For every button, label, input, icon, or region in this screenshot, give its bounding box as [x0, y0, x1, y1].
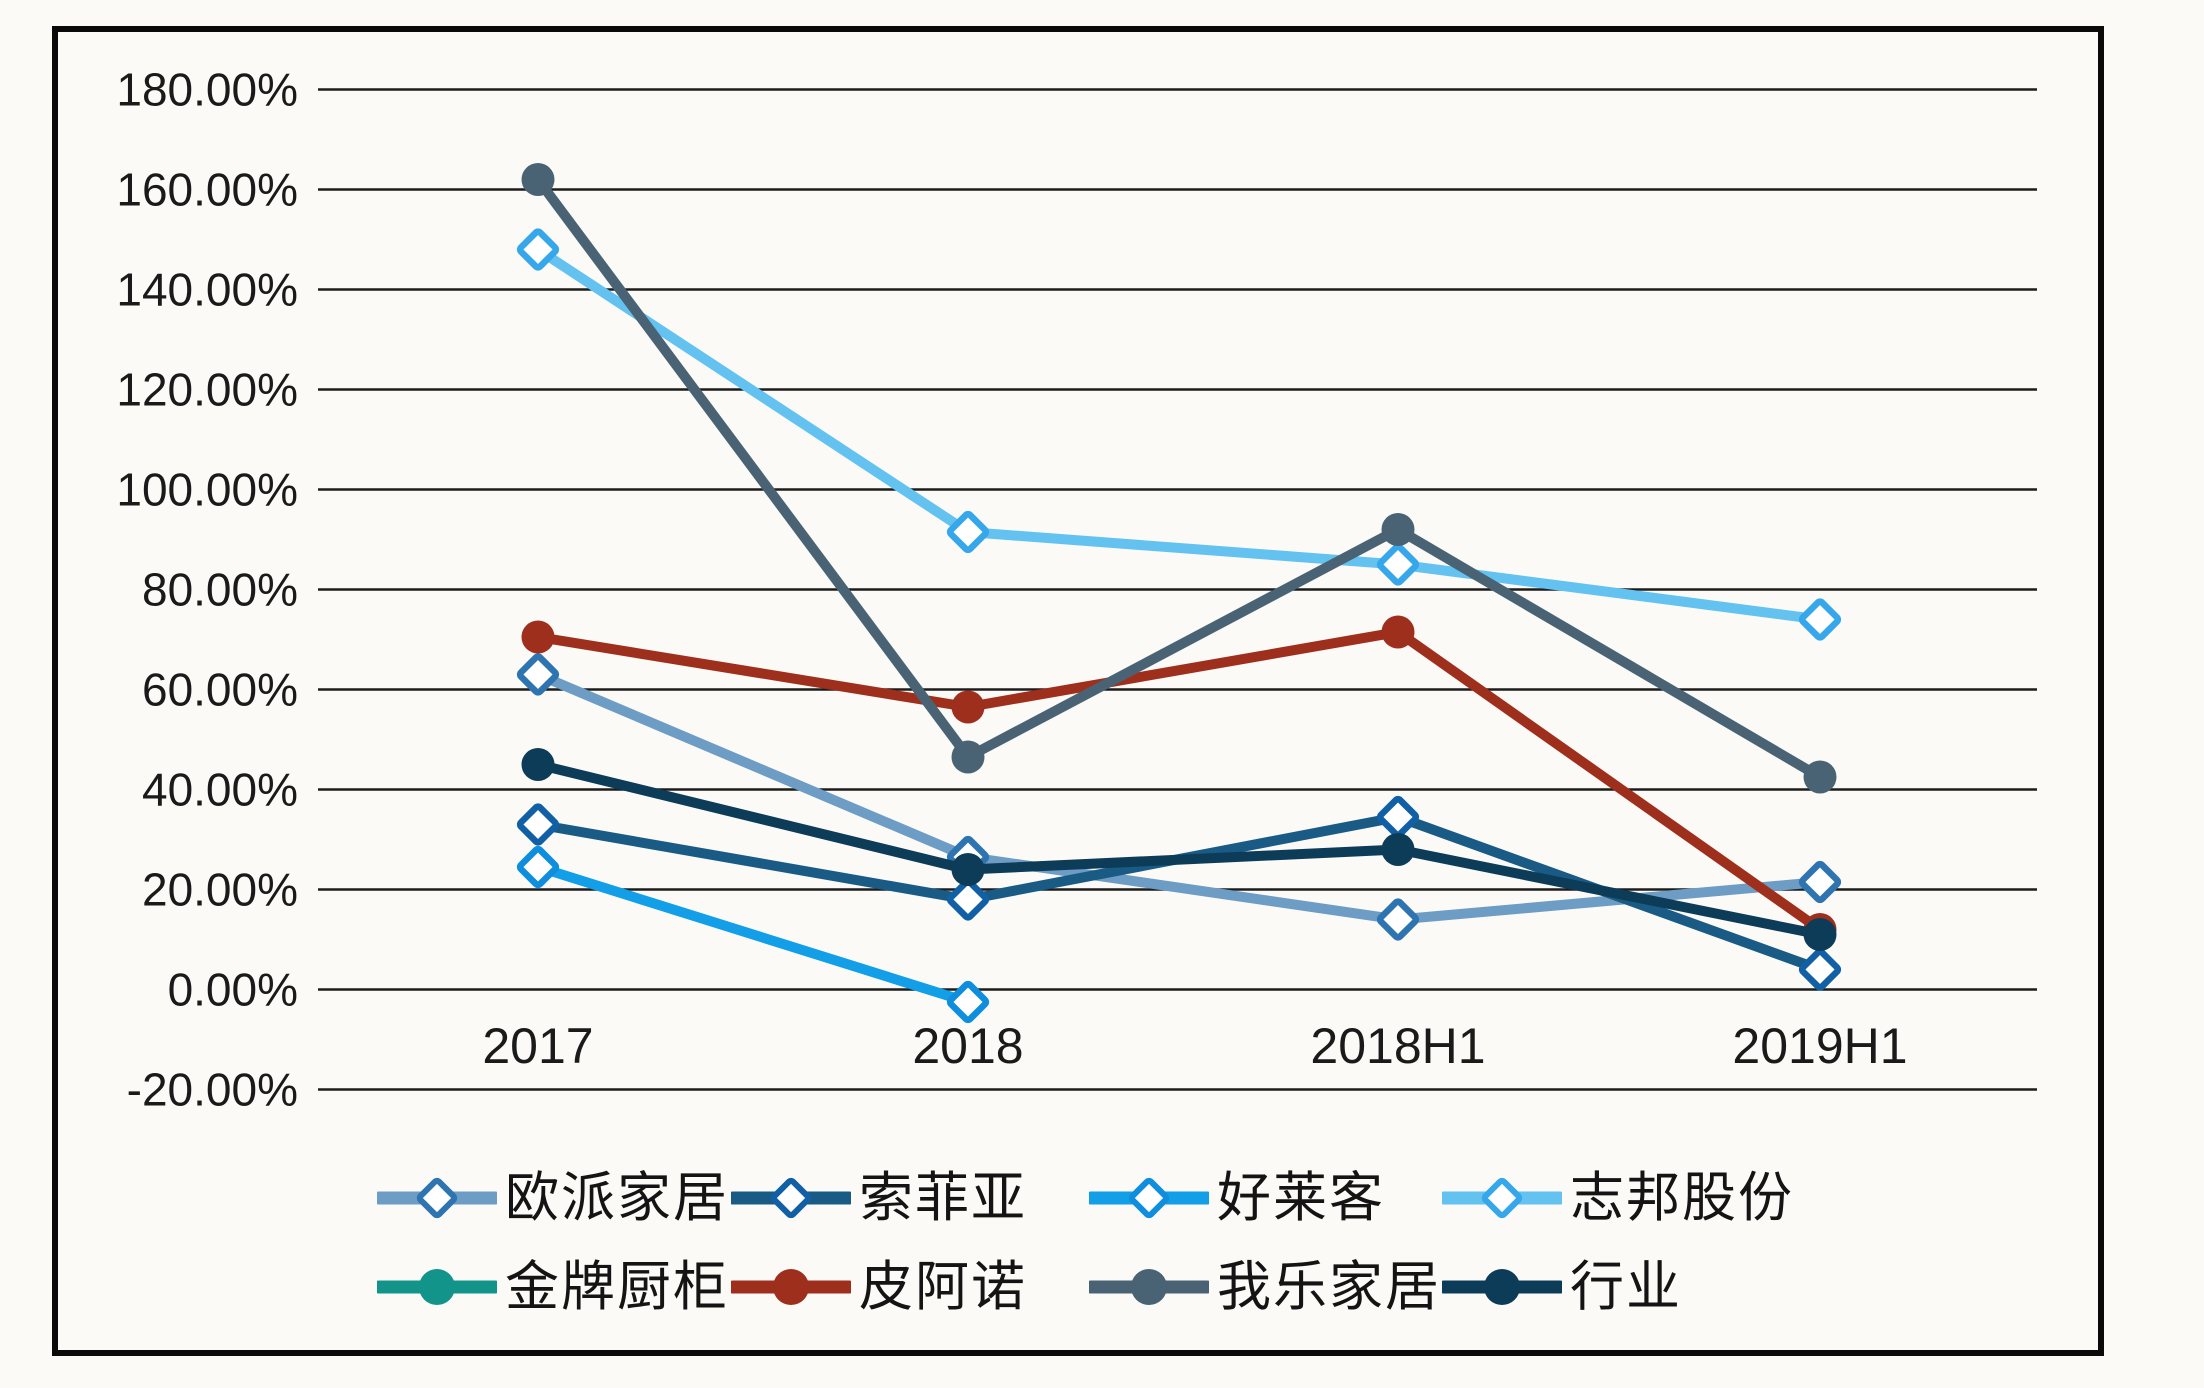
series-line [533, 862, 973, 1007]
y-tick-label: 140.00% [116, 264, 298, 316]
series-行业 [521, 748, 1837, 951]
series-line [533, 759, 1825, 940]
data-point-circle [951, 740, 985, 774]
chart-border-frame [52, 26, 2104, 1356]
data-point-diamond [516, 845, 560, 889]
series-line [533, 174, 1825, 782]
data-point-diamond [1376, 898, 1420, 941]
data-point-diamond [1798, 860, 1842, 904]
data-point-circle [1381, 513, 1415, 546]
y-tick-label: 120.00% [116, 364, 298, 416]
x-category-label: 2018 [912, 1018, 1023, 1074]
data-point-diamond [1376, 543, 1420, 586]
data-point-diamond [516, 228, 560, 271]
y-tick-label: 180.00% [116, 64, 298, 116]
y-axis-tick-labels: 180.00% 160.00% 140.00% 120.00% 100.00% 80.00… [116, 64, 298, 1116]
series-line [533, 627, 1825, 935]
data-point-circle [1381, 615, 1415, 649]
series-我乐家居 [521, 163, 1837, 794]
y-tick-label: 0.00% [168, 964, 298, 1016]
data-point-circle [521, 163, 555, 196]
x-axis-category-labels: 2017 2018 2018H1 2019H1 [482, 1018, 1907, 1074]
y-tick-label: 60.00% [142, 664, 298, 716]
series-line [533, 669, 1825, 925]
data-point-diamond [1798, 598, 1842, 641]
y-tick-label: 160.00% [116, 164, 298, 216]
y-tick-label: 40.00% [142, 764, 298, 816]
data-point-diamond [516, 803, 560, 846]
data-point-circle [951, 690, 985, 724]
x-category-label: 2017 [482, 1018, 593, 1074]
data-point-diamond [1376, 795, 1420, 839]
gridlines [318, 88, 2037, 1091]
series-line [533, 244, 1825, 625]
series-志邦股份 [516, 228, 1842, 641]
y-tick-label: -20.00% [127, 1064, 298, 1116]
y-tick-label: 100.00% [116, 464, 298, 516]
data-point-diamond [516, 653, 560, 696]
x-category-label: 2019H1 [1732, 1018, 1907, 1074]
x-category-label: 2018H1 [1310, 1018, 1485, 1074]
data-point-diamond [946, 878, 990, 921]
y-tick-label: 80.00% [142, 564, 298, 616]
data-point-circle [1803, 918, 1837, 951]
data-point-circle [521, 620, 555, 654]
data-point-diamond [1798, 948, 1842, 991]
data-point-circle [951, 853, 985, 886]
y-tick-label: 20.00% [142, 864, 298, 916]
data-point-circle [1803, 760, 1837, 794]
data-point-circle [521, 748, 555, 781]
data-point-diamond [946, 980, 990, 1024]
series-好莱客 [516, 845, 990, 1024]
data-point-circle [1381, 833, 1415, 866]
data-point-diamond [946, 510, 990, 554]
